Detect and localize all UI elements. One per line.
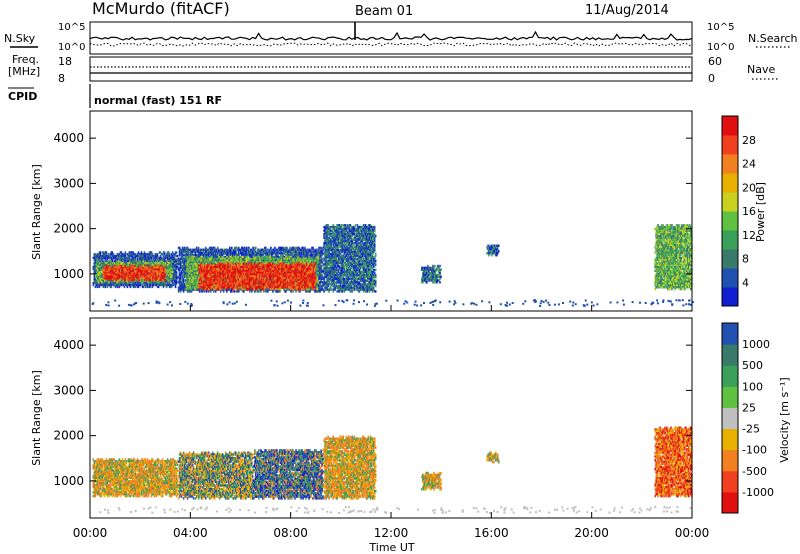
heatmap-cell bbox=[101, 281, 103, 283]
heatmap-cell bbox=[147, 286, 149, 288]
heatmap-cell bbox=[164, 270, 166, 272]
cpid-text: normal (fast) 151 RF bbox=[94, 94, 222, 107]
heatmap-cell bbox=[231, 290, 233, 292]
nsky-panel-frame bbox=[90, 22, 692, 54]
nave-tick-bottom: 0 bbox=[708, 72, 715, 85]
heatmap-cell bbox=[140, 284, 142, 286]
nsky-series-line bbox=[90, 32, 692, 40]
nsky-label: N.Sky bbox=[4, 32, 36, 45]
nave-tick-top: 60 bbox=[708, 55, 722, 68]
station-title: McMurdo (fitACF) bbox=[92, 0, 230, 18]
heatmap-cell bbox=[177, 255, 179, 257]
heatmap-cell bbox=[234, 290, 236, 292]
heatmap-cell bbox=[129, 279, 131, 281]
nave-label: Nave bbox=[747, 63, 775, 76]
heatmap-cell bbox=[111, 286, 113, 288]
heatmap-cell bbox=[199, 290, 201, 292]
heatmap-cell bbox=[172, 260, 174, 262]
freq-tick-top: 18 bbox=[58, 55, 72, 68]
freq-unit: [MHz] bbox=[8, 65, 40, 78]
heatmap-cell bbox=[133, 279, 135, 281]
heatmap-cell bbox=[104, 280, 106, 282]
freq-panel-frame bbox=[90, 57, 692, 81]
heatmap-cell bbox=[172, 278, 174, 280]
power-heatmap bbox=[92, 224, 694, 307]
heatmap-cell bbox=[148, 279, 150, 281]
heatmap-cell bbox=[176, 251, 178, 253]
beam-title: Beam 01 bbox=[355, 4, 413, 19]
date-title: 11/Aug/2014 bbox=[585, 3, 669, 18]
heatmap-cell bbox=[175, 286, 177, 288]
heatmap-cell bbox=[176, 282, 178, 284]
heatmap-cell bbox=[255, 247, 257, 249]
heatmap-cell bbox=[299, 290, 301, 292]
nsky-tick-bottom: 10^0 bbox=[58, 42, 85, 53]
heatmap-cell bbox=[145, 279, 147, 281]
cpid-label: CPID bbox=[8, 90, 37, 103]
radar-summary-plot: McMurdo (fitACF) Beam 01 11/Aug/2014 N.S… bbox=[0, 0, 800, 554]
heatmap-cell bbox=[150, 286, 152, 288]
nsearch-series-line bbox=[90, 43, 692, 46]
nsearch-tick-bottom: 10^0 bbox=[707, 42, 734, 53]
freq-tick-bottom: 8 bbox=[58, 72, 65, 85]
heatmap-cell bbox=[223, 290, 225, 292]
heatmap-cell bbox=[164, 279, 166, 281]
nsearch-tick-top: 10^5 bbox=[707, 22, 734, 33]
heatmap-cell bbox=[255, 290, 257, 292]
heatmap-cell bbox=[169, 280, 171, 282]
heatmap-cell bbox=[172, 271, 174, 273]
nsearch-label: N.Search bbox=[748, 32, 798, 45]
heatmap-cell bbox=[164, 274, 166, 276]
heatmap-cell bbox=[279, 290, 281, 292]
nsky-tick-top: 10^5 bbox=[58, 22, 85, 33]
heatmap-cell bbox=[120, 279, 122, 281]
